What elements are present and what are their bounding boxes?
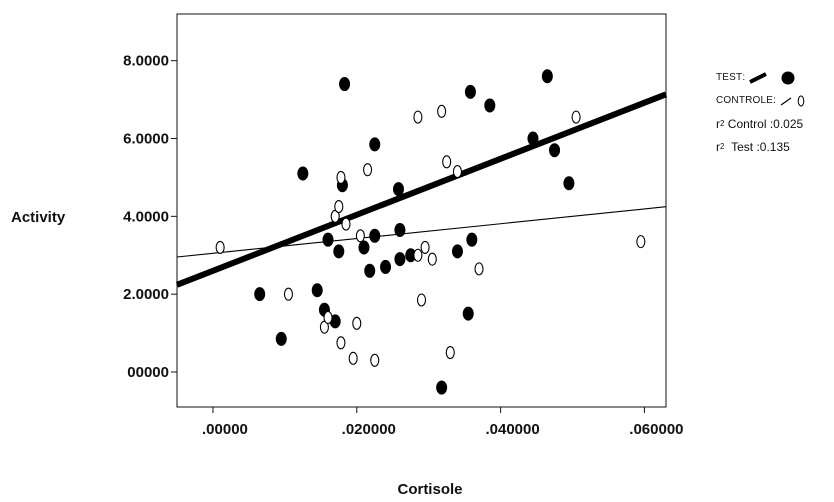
point-test (527, 131, 539, 146)
point-test (380, 259, 392, 274)
legend-swatch-test (749, 71, 795, 84)
x-tick-label: .040000 (485, 421, 539, 438)
point-test (436, 380, 448, 395)
point-test (358, 240, 370, 255)
y-tick-label: 4.0000 (123, 208, 169, 225)
point-controle (334, 200, 344, 214)
point-controle (341, 217, 351, 231)
point-test (322, 232, 334, 247)
y-tick-label: 2.0000 (123, 286, 169, 303)
point-controle (370, 353, 380, 367)
point-controle (442, 155, 452, 169)
point-controle (474, 262, 484, 276)
point-test (451, 244, 463, 259)
y-axis: 00000 2.0000 4.0000 6.0000 8.0000 (123, 53, 177, 381)
point-controle (413, 110, 423, 124)
point-controle (323, 310, 333, 325)
point-test (464, 84, 476, 99)
y-tick-label: 00000 (127, 364, 169, 381)
point-controle (571, 110, 581, 124)
fit-line-controle (176, 206, 667, 258)
x-tick-label: .00000 (202, 421, 248, 438)
point-test (333, 244, 345, 259)
point-test (394, 252, 406, 267)
point-test (541, 69, 553, 84)
point-test (394, 222, 406, 237)
point-controle (636, 235, 646, 249)
point-test (369, 137, 381, 152)
point-test (339, 77, 351, 92)
x-axis-label: Cortisole (397, 481, 462, 498)
x-axis: .00000 .020000 .040000 .060000 (202, 407, 684, 438)
y-tick-label: 8.0000 (123, 53, 169, 70)
point-test (484, 98, 496, 113)
point-controle (416, 293, 427, 307)
y-axis-label: Activity (11, 209, 66, 226)
legend-label-test: TEST (716, 71, 743, 83)
fit-line-test (175, 91, 668, 288)
point-controle (452, 165, 463, 179)
point-controle (348, 351, 358, 365)
point-controle (420, 240, 430, 255)
point-controle (363, 163, 373, 177)
point-test (311, 283, 323, 298)
legend-entry-test: TEST: (716, 66, 809, 89)
point-controle (215, 240, 225, 255)
legend-entry-controle: CONTROLE: (716, 89, 809, 112)
x-tick-label: .060000 (629, 421, 683, 438)
data-points (215, 69, 646, 395)
plot-area (176, 13, 667, 408)
legend-swatch-controle (780, 95, 805, 106)
point-test (369, 228, 381, 243)
point-controle (437, 104, 447, 118)
x-tick-label: .020000 (342, 421, 396, 438)
point-controle (336, 170, 346, 184)
point-controle (355, 229, 365, 243)
point-controle (352, 316, 362, 330)
point-controle (427, 252, 437, 266)
point-test (297, 166, 309, 181)
point-test (462, 306, 474, 321)
point-controle (445, 345, 455, 360)
point-test (364, 263, 376, 278)
point-test (254, 287, 266, 302)
legend-label-controle: CONTROLE (716, 94, 774, 106)
point-controle (283, 287, 294, 301)
point-test (275, 331, 287, 346)
point-test (466, 232, 478, 247)
point-controle (336, 336, 346, 350)
point-test (549, 143, 561, 158)
point-controle (413, 248, 423, 262)
regression-lines (175, 91, 668, 288)
y-tick-label: 6.0000 (123, 131, 169, 148)
point-test (563, 176, 575, 191)
point-test (392, 182, 404, 197)
